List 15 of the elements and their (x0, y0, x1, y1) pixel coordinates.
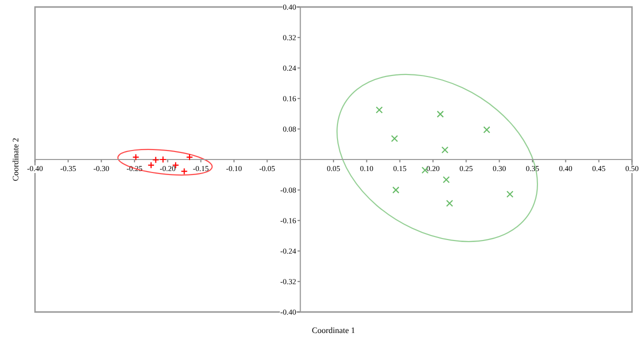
point (441, 146, 448, 154)
point (483, 126, 490, 134)
point (132, 154, 140, 161)
point (180, 168, 188, 175)
point (442, 176, 450, 184)
point (186, 154, 194, 161)
point (391, 135, 398, 142)
point (446, 200, 454, 207)
y-axis-title: Coordinate 2 (12, 138, 18, 181)
x-axis-title: Coordinate 1 (312, 327, 355, 334)
point (506, 190, 514, 198)
point (392, 186, 400, 194)
point (436, 110, 444, 118)
point (160, 156, 167, 163)
point (376, 106, 383, 114)
